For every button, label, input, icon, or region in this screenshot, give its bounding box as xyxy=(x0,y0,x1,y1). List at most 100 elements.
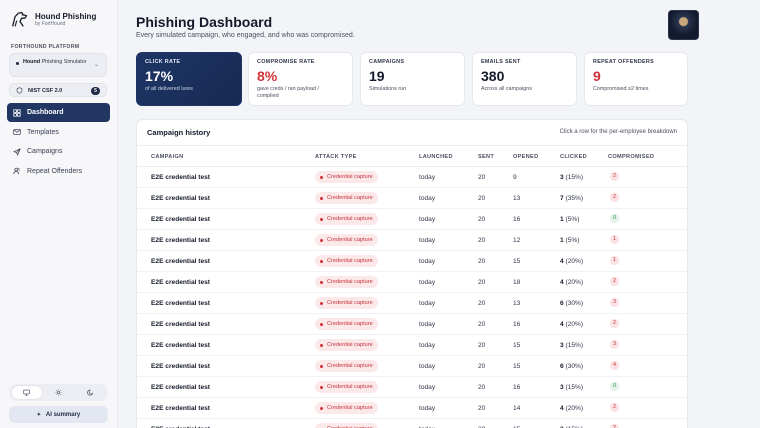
launched-date: today xyxy=(419,195,436,202)
campaign-name: E2E credential test xyxy=(151,279,211,286)
compromised-badge: 0 xyxy=(610,214,619,223)
dot-icon xyxy=(320,259,323,263)
launched-date: today xyxy=(419,363,436,370)
opened-count: 9 xyxy=(513,174,517,181)
table-row[interactable]: E2E credential test Credential capture tod… xyxy=(137,335,687,356)
launched-date: today xyxy=(419,216,436,223)
brand-subtitle: by FortHound xyxy=(35,20,66,27)
framework-count-badge: 5 xyxy=(91,86,100,95)
platform-section-label: FORTHOUND PLATFORM xyxy=(11,44,80,50)
launched-date: today xyxy=(419,426,435,428)
ai-summary-button[interactable]: ✦ AI summary xyxy=(9,406,108,423)
sun-icon xyxy=(55,389,62,396)
column-header-campaign[interactable]: CAMPAIGN xyxy=(151,154,184,160)
kpi-note: of all delivered lures xyxy=(145,86,193,92)
campaign-name: E2E credential test xyxy=(151,237,211,244)
theme-light-button[interactable] xyxy=(43,386,73,399)
attack-type-label: Credential capture xyxy=(327,174,373,180)
launched-date: today xyxy=(419,300,436,307)
attack-type-label: Credential capture xyxy=(327,237,373,243)
opened-count: 13 xyxy=(513,300,521,307)
column-header-attack-type[interactable]: ATTACK TYPE xyxy=(315,154,357,160)
column-header-compromised[interactable]: COMPROMISED xyxy=(608,154,655,160)
nav-label: Dashboard xyxy=(27,109,64,116)
compromised-badge: 1 xyxy=(610,235,619,244)
panel-hint: Click a row for the per-employee breakdo… xyxy=(559,129,677,135)
attack-type-pill: Credential capture xyxy=(315,234,378,246)
table-row[interactable]: E2E credential test Credential capture tod… xyxy=(137,377,687,398)
launched-date: today xyxy=(419,342,436,349)
table-row[interactable]: E2E credential test Credential capture tod… xyxy=(137,314,687,335)
opened-count: 16 xyxy=(513,216,521,223)
kpi-note: Simulations run xyxy=(369,86,407,92)
compromised-badge: 0 xyxy=(610,382,619,391)
kpi-note: Across all campaigns xyxy=(481,86,532,92)
sent-count: 20 xyxy=(478,384,486,391)
clicked-count: 3 (15%) xyxy=(560,342,584,349)
nav-item-dashboard[interactable]: Dashboard xyxy=(7,103,110,122)
table-row[interactable]: E2E credential test Credential capture tod… xyxy=(137,167,687,188)
attack-type-pill: Credential capture xyxy=(315,297,378,309)
table-row[interactable]: E2E credential test Credential capture tod… xyxy=(137,251,687,272)
page-title: Phishing Dashboard xyxy=(136,14,273,30)
column-header-launched[interactable]: LAUNCHED xyxy=(419,154,453,160)
dot-icon xyxy=(320,280,323,284)
nav-item-repeat-offenders[interactable]: Repeat Offenders xyxy=(7,162,110,181)
clicked-count: 3 (15%) xyxy=(560,426,583,428)
kpi-note: Compromised ≥2 times xyxy=(593,86,649,92)
clicked-count: 6 (30%) xyxy=(560,363,584,370)
column-header-opened[interactable]: OPENED xyxy=(513,154,539,160)
main-nav: Dashboard Templates Campaigns Repeat Off… xyxy=(7,103,110,181)
ai-summary-label: AI summary xyxy=(45,411,81,418)
table-row[interactable]: E2E credential test Credential capture tod… xyxy=(137,398,687,419)
campaign-name: E2E credential test xyxy=(151,321,211,328)
org-selector[interactable]: Hound Phishing Simulator ⌄ xyxy=(9,53,107,77)
attack-type-label: Credential capture xyxy=(327,279,373,285)
sent-count: 20 xyxy=(478,237,486,244)
theme-switcher xyxy=(9,384,108,401)
attack-type-label: Credential capture xyxy=(327,195,373,201)
table-row[interactable]: E2E credential test Credential capture tod… xyxy=(137,356,687,377)
nav-item-templates[interactable]: Templates xyxy=(7,123,110,142)
theme-system-button[interactable] xyxy=(11,386,42,399)
campaign-name: E2E credential test xyxy=(151,300,211,307)
moon-icon xyxy=(86,389,93,396)
nav-item-campaigns[interactable]: Campaigns xyxy=(7,142,110,161)
attack-type-label: Credential capture xyxy=(327,426,373,428)
clicked-count: 4 (20%) xyxy=(560,321,584,328)
clicked-count: 4 (20%) xyxy=(560,279,584,286)
table-row[interactable]: E2E credential test Credential capture tod… xyxy=(137,230,687,251)
theme-dark-button[interactable] xyxy=(75,386,105,399)
sent-count: 20 xyxy=(478,405,486,412)
dot-icon xyxy=(320,301,323,305)
framework-selector[interactable]: NIST CSF 2.0 5 xyxy=(9,83,107,97)
sent-count: 20 xyxy=(478,258,486,265)
campaign-name: E2E credential test xyxy=(151,174,211,181)
compromised-badge: 3 xyxy=(610,340,619,349)
campaign-rows: E2E credential test Credential capture tod… xyxy=(137,167,687,428)
table-row[interactable]: E2E credential test Credential capture tod… xyxy=(137,419,687,428)
compromised-badge: 1 xyxy=(610,256,619,265)
attack-type-label: Credential capture xyxy=(327,258,373,264)
opened-count: 15 xyxy=(513,363,521,370)
column-header-clicked[interactable]: CLICKED xyxy=(560,154,587,160)
dot-icon xyxy=(320,238,323,242)
table-row[interactable]: E2E credential test Credential capture tod… xyxy=(137,293,687,314)
brand[interactable]: Hound Phishing by FortHound xyxy=(10,10,96,28)
campaign-name: E2E credential test xyxy=(151,405,211,412)
attack-type-label: Credential capture xyxy=(327,384,373,390)
column-header-sent[interactable]: SENT xyxy=(478,154,495,160)
compromised-badge: 2 xyxy=(610,277,619,286)
table-row[interactable]: E2E credential test Credential capture tod… xyxy=(137,209,687,230)
table-row[interactable]: E2E credential test Credential capture tod… xyxy=(137,188,687,209)
clicked-count: 4 (20%) xyxy=(560,405,584,412)
launched-date: today xyxy=(419,384,436,391)
table-row[interactable]: E2E credential test Credential capture tod… xyxy=(137,272,687,293)
attack-type-pill: Credential capture xyxy=(315,255,378,267)
launched-date: today xyxy=(419,258,436,265)
kpi-label: REPEAT OFFENDERS xyxy=(593,59,655,65)
opened-count: 15 xyxy=(513,426,520,428)
avatar[interactable] xyxy=(668,10,699,40)
sent-count: 20 xyxy=(478,216,486,223)
brand-title: Hound Phishing xyxy=(35,11,97,21)
